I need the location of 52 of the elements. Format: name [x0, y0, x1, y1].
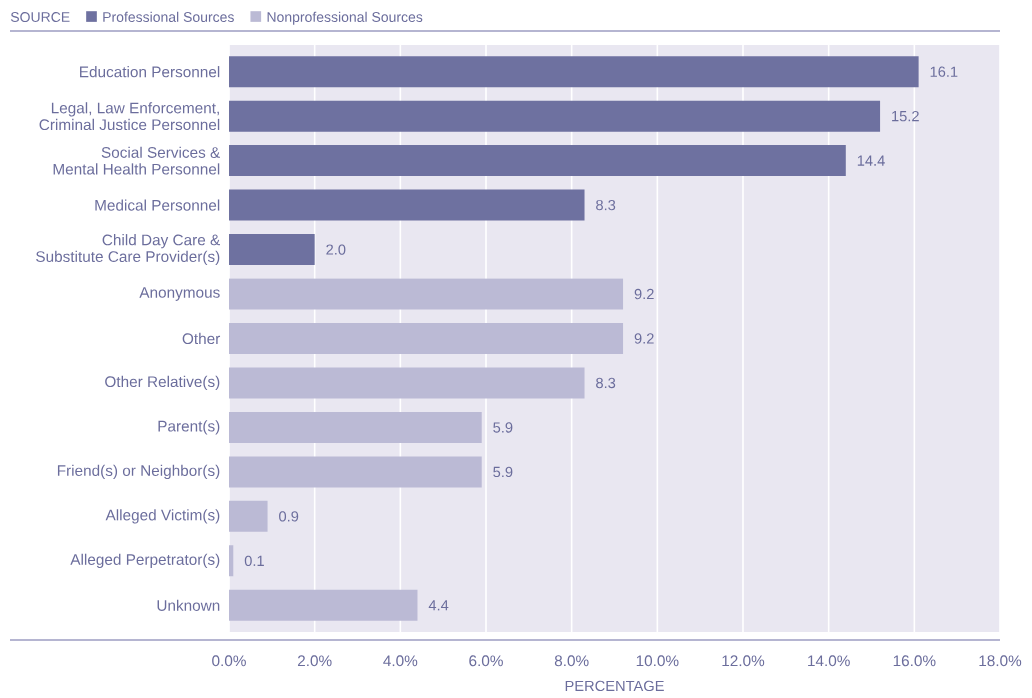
data-label: 0.9 [279, 511, 299, 522]
x-tick-label: 10.0% [636, 655, 679, 667]
y-tick-label: Legal, Law Enforcement, Criminal Justice Personnel [39, 102, 220, 131]
y-tick-label: Friend(s) or Neighbor(s) [57, 464, 220, 480]
x-tick-label: 4.0% [383, 655, 418, 667]
bar [229, 145, 846, 177]
data-label: 4.4 [428, 600, 449, 611]
y-tick-label: Social Services & Mental Health Personnel [53, 146, 221, 175]
data-label: 16.1 [930, 66, 958, 77]
x-tick-label: 8.0% [554, 655, 589, 667]
y-tick-label: Parent(s) [158, 420, 220, 435]
x-tick-label: 2.0% [297, 655, 332, 667]
x-tick-label: 12.0% [722, 655, 765, 667]
y-tick-label: Alleged Perpetrator(s) [70, 553, 220, 568]
data-label: 0.1 [244, 555, 264, 567]
data-label: 5.9 [493, 422, 513, 433]
data-label: 15.2 [892, 110, 919, 122]
bar [229, 456, 482, 488]
legend-label: Professional Sources [103, 11, 234, 23]
x-tick-label: 18.0% [979, 655, 1022, 667]
bar [229, 100, 881, 132]
y-tick-label: Unknown [157, 599, 220, 611]
data-label: 8.3 [596, 377, 616, 389]
bar [229, 411, 482, 443]
data-label: 9.2 [634, 333, 654, 344]
data-label: 2.0 [326, 244, 346, 255]
legend-label: Nonprofessional Sources [267, 11, 423, 25]
y-tick-label: Anonymous [139, 287, 220, 301]
y-tick-label: Alleged Victim(s) [105, 509, 220, 524]
bar [229, 56, 919, 88]
bar [229, 322, 624, 354]
y-tick-label: Education Personnel [80, 66, 220, 78]
y-tick-label: Other Relative(s) [105, 375, 220, 391]
bar [229, 589, 418, 621]
data-label: 5.9 [493, 466, 513, 478]
y-tick-label: Child Day Care & Substitute Care Provider(s) [36, 234, 220, 266]
x-tick-label: 6.0% [469, 655, 503, 667]
x-tick-label: 16.0% [893, 655, 936, 667]
legend-title: SOURCE [10, 12, 70, 23]
x-tick-label: 14.0% [808, 655, 850, 667]
data-label: 14.4 [857, 155, 885, 166]
x-tick-label: 0.0% [212, 655, 246, 667]
y-tick-label: Other [182, 332, 221, 345]
bar [229, 278, 624, 310]
x-axis-title: PERCENTAGE [565, 680, 664, 692]
bar [229, 234, 315, 266]
y-tick-label: Medical Personnel [95, 199, 220, 211]
data-label: 9.2 [634, 288, 654, 300]
bar [229, 500, 268, 532]
bar [229, 367, 585, 399]
bar [229, 189, 585, 221]
data-label: 8.3 [596, 199, 616, 211]
